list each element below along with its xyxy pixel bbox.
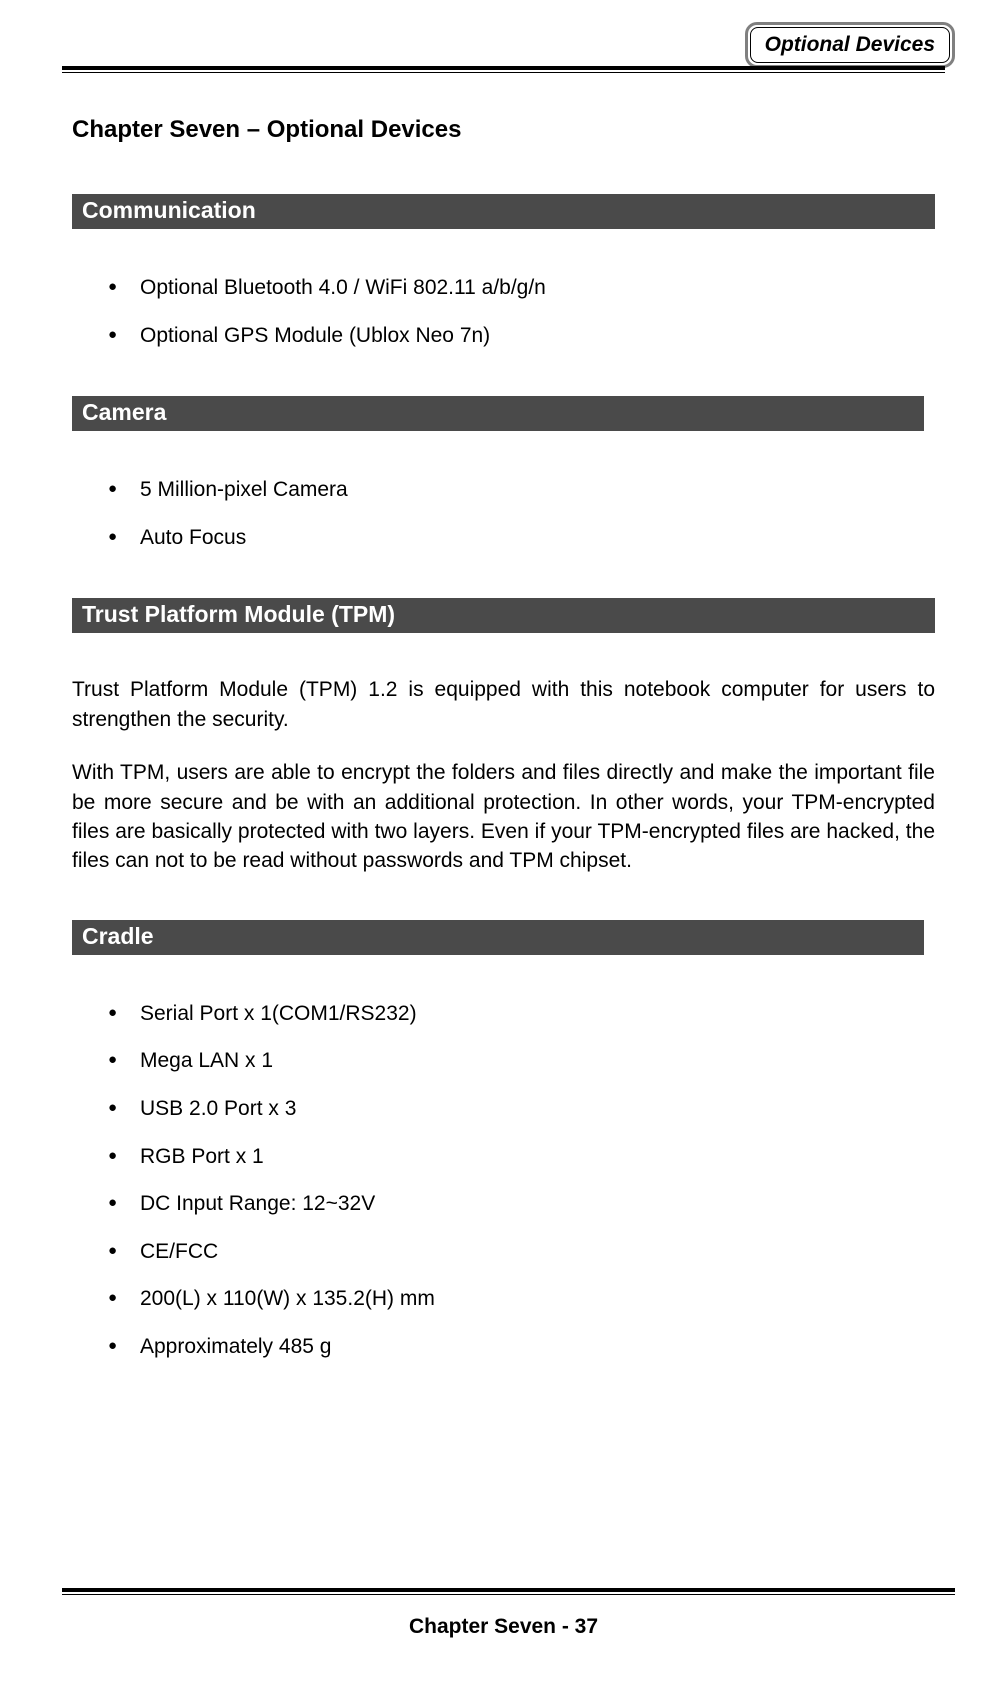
header-rule [62, 66, 945, 73]
page-header: Optional Devices [72, 30, 935, 90]
list-item: CE/FCC [108, 1235, 935, 1269]
list-item: Approximately 485 g [108, 1330, 935, 1364]
chapter-title: Chapter Seven – Optional Devices [72, 116, 935, 144]
list-item: Auto Focus [108, 521, 935, 555]
header-badge-inner: Optional Devices [750, 27, 950, 63]
camera-list: 5 Million-pixel Camera Auto Focus [108, 473, 935, 554]
section-header-cradle: Cradle [72, 920, 924, 955]
section-header-camera: Camera [72, 396, 924, 431]
section-header-communication: Communication [72, 194, 935, 229]
list-item: 5 Million-pixel Camera [108, 473, 935, 507]
list-item: 200(L) x 110(W) x 135.2(H) mm [108, 1282, 935, 1316]
list-item: RGB Port x 1 [108, 1140, 935, 1174]
list-item: DC Input Range: 12~32V [108, 1187, 935, 1221]
list-item: Optional GPS Module (Ublox Neo 7n) [108, 319, 935, 353]
list-item: Mega LAN x 1 [108, 1044, 935, 1078]
list-item: Serial Port x 1(COM1/RS232) [108, 997, 935, 1031]
footer-text: Chapter Seven - 37 [0, 1615, 1007, 1639]
header-badge-text: Optional Devices [765, 33, 935, 56]
list-item: USB 2.0 Port x 3 [108, 1092, 935, 1126]
list-item: Optional Bluetooth 4.0 / WiFi 802.11 a/b… [108, 271, 935, 305]
section-header-tpm: Trust Platform Module (TPM) [72, 598, 935, 633]
cradle-list: Serial Port x 1(COM1/RS232) Mega LAN x 1… [108, 997, 935, 1364]
footer-rule [62, 1588, 955, 1595]
communication-list: Optional Bluetooth 4.0 / WiFi 802.11 a/b… [108, 271, 935, 352]
header-badge: Optional Devices [745, 22, 955, 68]
tpm-paragraph-1: Trust Platform Module (TPM) 1.2 is equip… [72, 675, 935, 734]
tpm-paragraph-2: With TPM, users are able to encrypt the … [72, 758, 935, 876]
